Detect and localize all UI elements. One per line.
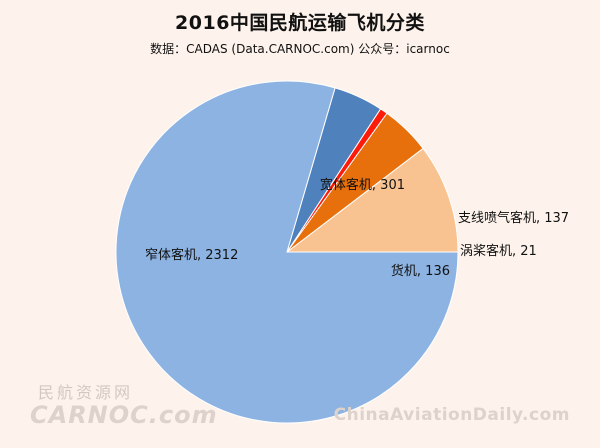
chart-title: 2016中国民航运输飞机分类 — [175, 12, 425, 34]
chinaaviationdaily-watermark: ChinaAviationDaily.com — [333, 405, 570, 425]
pie-slice — [115, 80, 459, 424]
slice-label: 宽体客机, 301 — [320, 177, 405, 193]
slice-label: 货机, 136 — [391, 263, 450, 279]
slice-label: 支线喷气客机, 137 — [458, 210, 569, 226]
carnoc-watermark: 民航资源网 CARNOC.com — [30, 383, 218, 429]
chart-subtitle: 数据：CADAS (Data.CARNOC.com) 公众号：icarnoc — [150, 42, 450, 56]
slice-label: 窄体客机, 2312 — [145, 247, 238, 263]
slice-label: 涡桨客机, 21 — [460, 243, 537, 259]
pie-slice — [285, 147, 459, 253]
carnoc-watermark-cn: 民航资源网 — [38, 383, 134, 402]
carnoc-watermark-en: CARNOC.com — [30, 401, 218, 429]
